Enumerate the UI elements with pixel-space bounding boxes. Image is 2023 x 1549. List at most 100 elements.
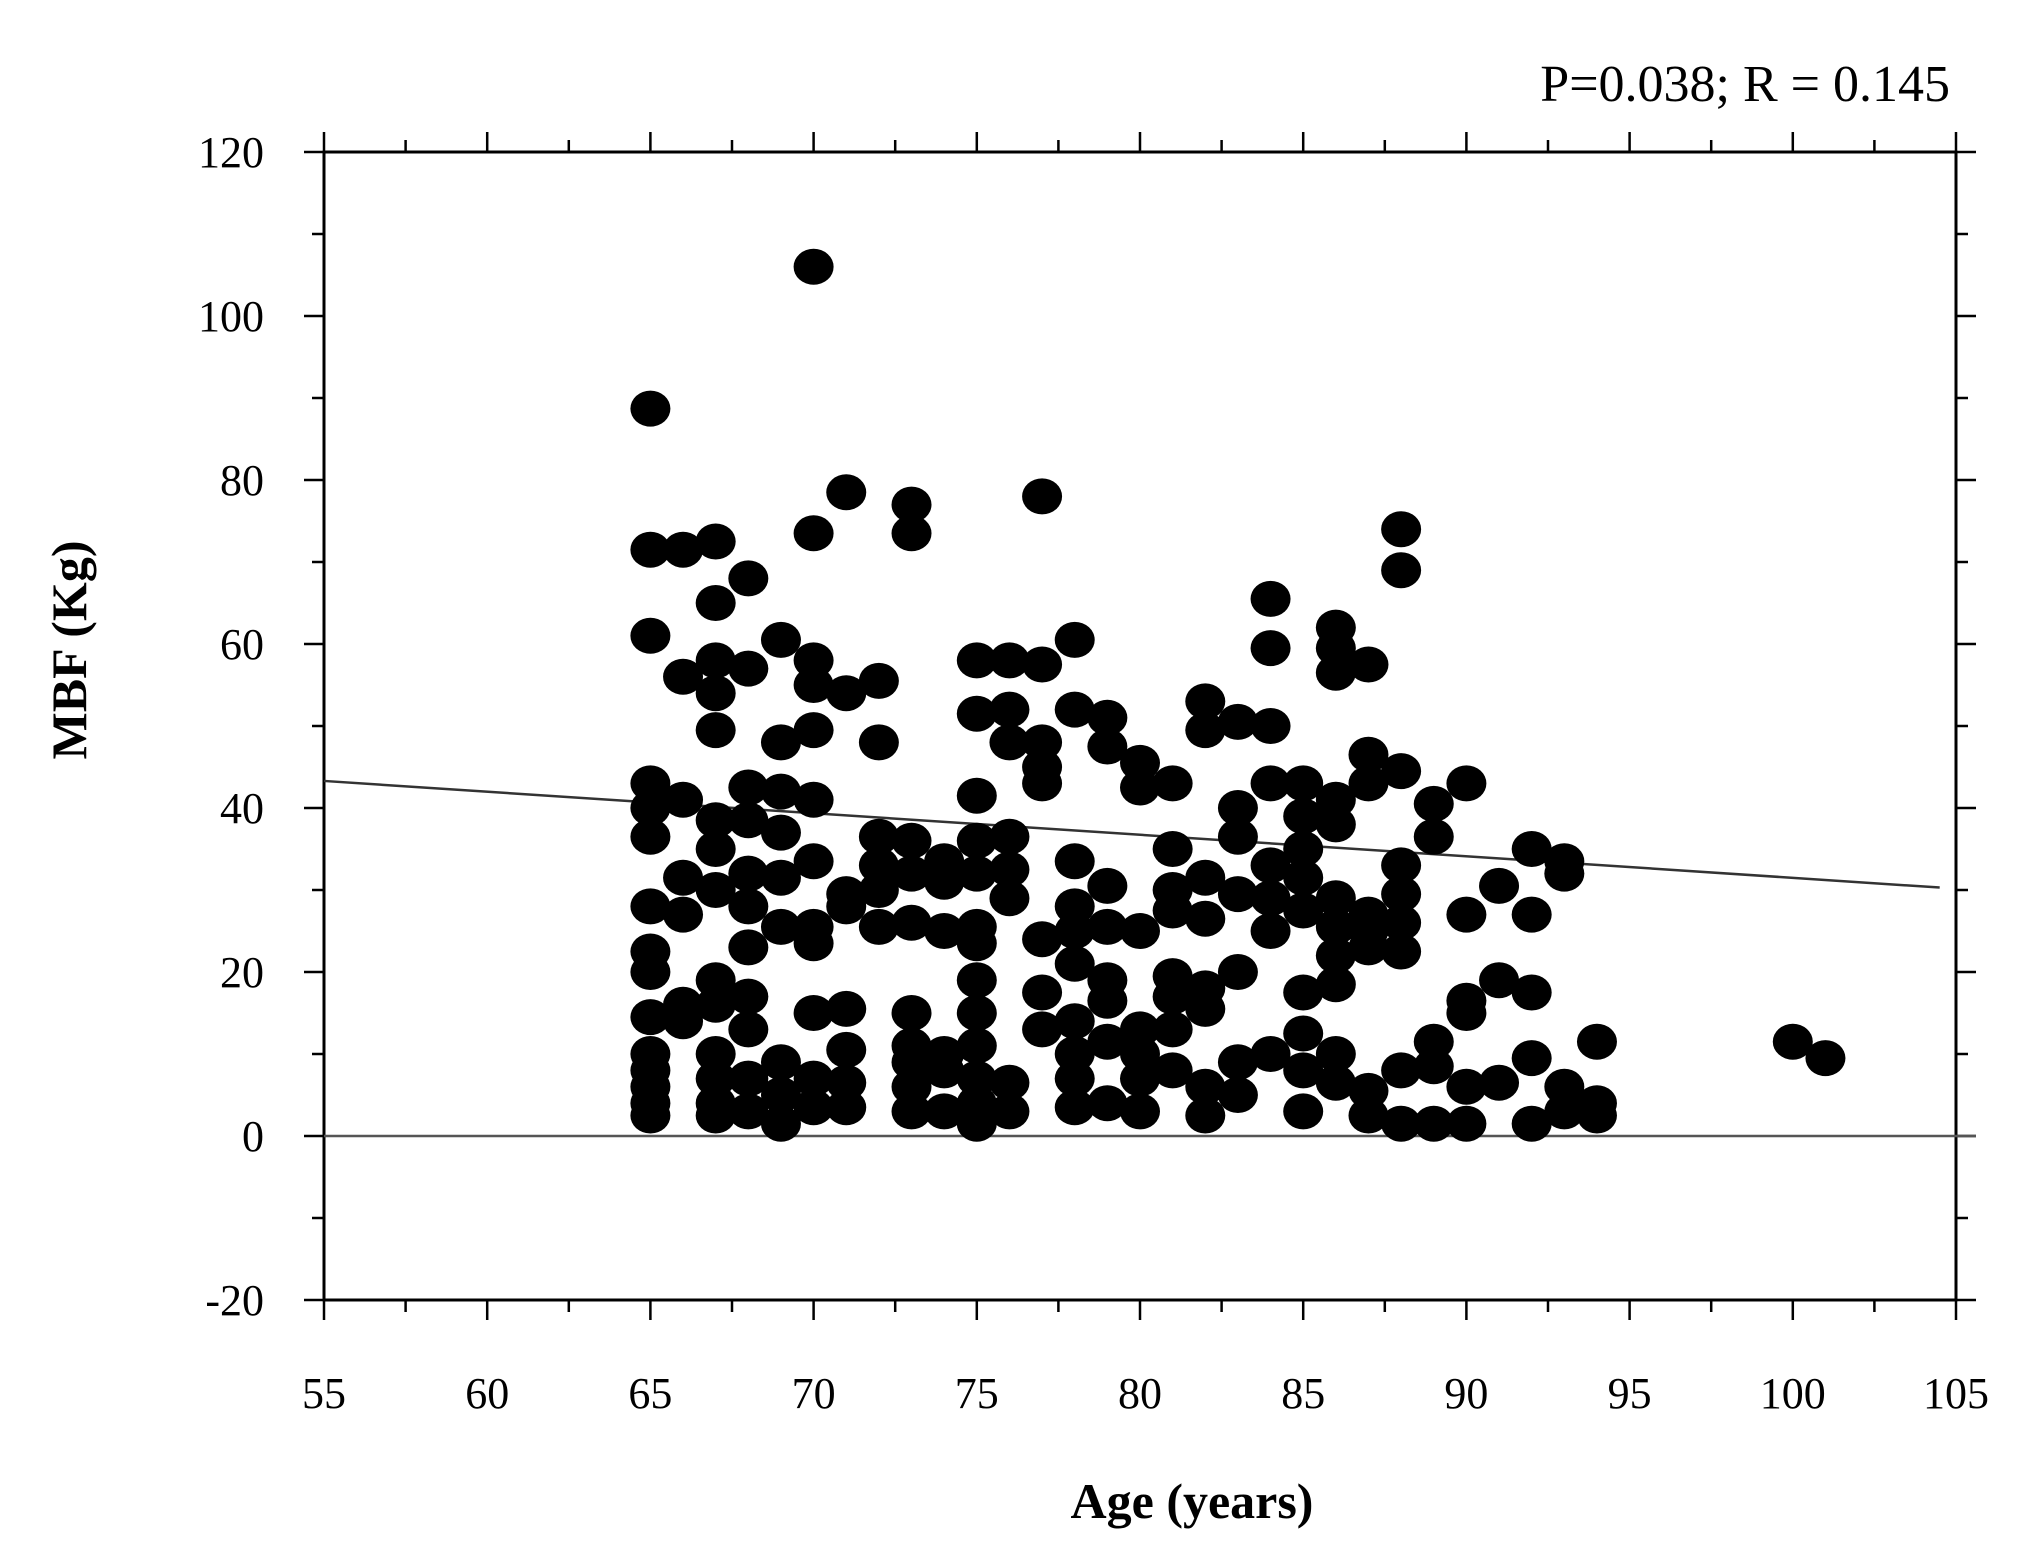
data-point bbox=[630, 999, 671, 1036]
data-point bbox=[891, 904, 932, 941]
data-point bbox=[1054, 945, 1095, 982]
data-point bbox=[1152, 831, 1193, 867]
data-point bbox=[695, 962, 736, 999]
x-tick-label: 55 bbox=[302, 1369, 346, 1418]
data-point bbox=[1054, 1060, 1095, 1097]
data-point bbox=[1087, 728, 1128, 765]
data-point bbox=[956, 925, 997, 962]
data-point bbox=[695, 675, 736, 712]
data-point bbox=[1185, 1097, 1226, 1134]
data-point bbox=[1185, 712, 1226, 749]
data-point bbox=[1022, 921, 1063, 958]
chart-annotation: P=0.038; R = 0.145 bbox=[1540, 56, 1950, 113]
data-point bbox=[695, 831, 736, 867]
data-point bbox=[1250, 630, 1291, 667]
data-point bbox=[793, 781, 834, 818]
x-tick-label: 80 bbox=[1118, 1369, 1162, 1418]
y-tick-label: -20 bbox=[205, 1276, 264, 1325]
data-point bbox=[728, 802, 769, 839]
data-point bbox=[630, 818, 671, 855]
data-point bbox=[989, 724, 1030, 761]
data-point bbox=[1544, 1068, 1585, 1105]
data-point bbox=[989, 851, 1030, 888]
data-point bbox=[1576, 1097, 1617, 1134]
data-point bbox=[924, 1093, 965, 1130]
data-point bbox=[760, 908, 801, 945]
data-point bbox=[1087, 982, 1128, 1019]
data-point bbox=[858, 872, 899, 908]
data-point bbox=[1054, 913, 1095, 949]
data-point bbox=[826, 990, 867, 1027]
data-point bbox=[630, 1097, 671, 1134]
data-point bbox=[695, 1060, 736, 1097]
data-point bbox=[1185, 900, 1226, 937]
data-point bbox=[1315, 966, 1356, 1003]
x-axis-title: Age (years) bbox=[1071, 1473, 1314, 1529]
data-point bbox=[1250, 708, 1291, 744]
data-point bbox=[956, 642, 997, 679]
data-point bbox=[695, 1036, 736, 1072]
data-point bbox=[924, 913, 965, 949]
data-point bbox=[1511, 831, 1552, 867]
data-point bbox=[1250, 913, 1291, 949]
data-point bbox=[630, 790, 671, 826]
data-point bbox=[826, 888, 867, 925]
data-point bbox=[956, 1105, 997, 1142]
data-point bbox=[1022, 478, 1063, 515]
data-point bbox=[1185, 859, 1226, 896]
data-point bbox=[630, 888, 671, 925]
data-point bbox=[1381, 904, 1422, 941]
data-point bbox=[1413, 1023, 1454, 1060]
y-tick-label: 20 bbox=[220, 948, 264, 997]
y-tick-label: 0 bbox=[242, 1112, 264, 1161]
data-point bbox=[1022, 1011, 1063, 1048]
data-point bbox=[793, 843, 834, 880]
data-point bbox=[956, 855, 997, 892]
data-point bbox=[1152, 892, 1193, 929]
data-point bbox=[1348, 765, 1389, 802]
data-point bbox=[1022, 724, 1063, 761]
y-tick-labels: -20 0 20 40 60 80 100 120 bbox=[198, 128, 264, 1325]
data-point bbox=[826, 474, 867, 511]
data-point bbox=[858, 908, 899, 945]
data-point bbox=[1054, 1036, 1095, 1072]
y-axis-title: MBF (Kg) bbox=[41, 541, 97, 760]
x-tick-label: 70 bbox=[792, 1369, 836, 1418]
data-point bbox=[728, 888, 769, 925]
data-point bbox=[793, 925, 834, 962]
data-point bbox=[826, 1031, 867, 1068]
data-point bbox=[956, 1060, 997, 1097]
data-point bbox=[891, 855, 932, 892]
data-point bbox=[1446, 765, 1487, 802]
data-point bbox=[663, 781, 704, 818]
data-point bbox=[1152, 1052, 1193, 1089]
data-point bbox=[1446, 896, 1487, 933]
data-point bbox=[1446, 1105, 1487, 1142]
data-point bbox=[1511, 1040, 1552, 1077]
data-point bbox=[858, 724, 899, 761]
data-point bbox=[1250, 580, 1291, 617]
data-point bbox=[760, 1105, 801, 1142]
data-point bbox=[630, 531, 671, 568]
data-point bbox=[760, 1044, 801, 1081]
data-point bbox=[924, 1052, 965, 1089]
x-tick-label: 95 bbox=[1608, 1369, 1652, 1418]
data-point bbox=[1413, 1048, 1454, 1085]
data-point bbox=[1120, 1036, 1160, 1072]
x-tick-label: 85 bbox=[1281, 1369, 1325, 1418]
data-point bbox=[1511, 896, 1552, 933]
data-point bbox=[1348, 1097, 1389, 1134]
data-point bbox=[793, 1060, 834, 1097]
data-points bbox=[630, 248, 1846, 1142]
data-point bbox=[1054, 1089, 1095, 1126]
data-point bbox=[760, 1077, 801, 1113]
data-point bbox=[1054, 888, 1095, 925]
data-point bbox=[891, 822, 932, 859]
data-point bbox=[989, 691, 1030, 728]
regression-line bbox=[323, 779, 1940, 889]
data-point bbox=[1283, 765, 1324, 802]
data-point bbox=[760, 859, 801, 896]
data-point bbox=[1217, 703, 1258, 740]
data-point bbox=[1087, 699, 1128, 736]
